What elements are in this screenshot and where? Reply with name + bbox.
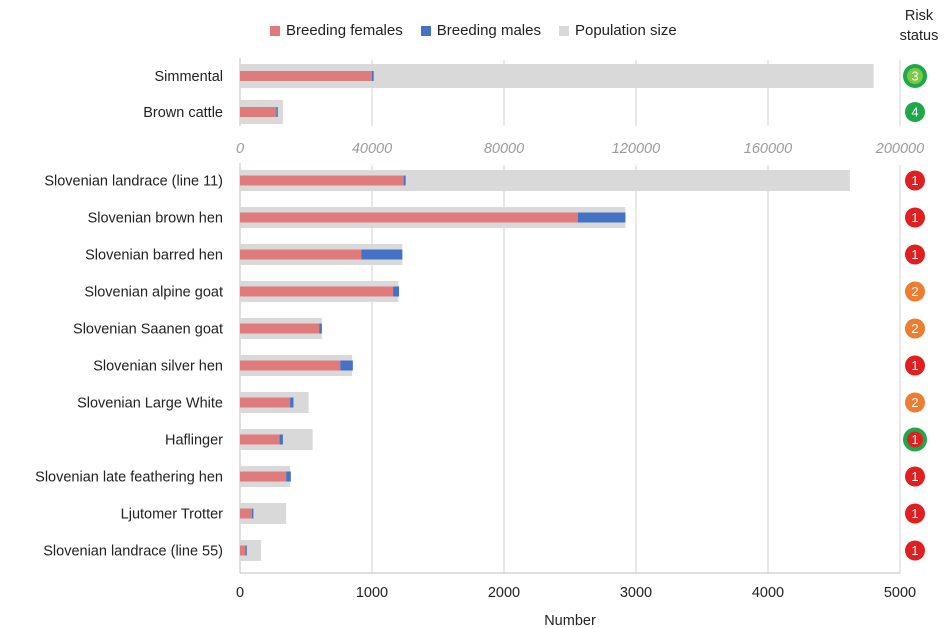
x-tick-label: 0 [236, 585, 244, 601]
risk-badge-value: 1 [911, 432, 918, 447]
bar-breeding-females [240, 434, 280, 445]
risk-badge [905, 540, 925, 561]
bar-breeding-males [403, 175, 406, 186]
x-axis-title: Number [544, 613, 596, 628]
legend-swatch-population [558, 25, 569, 36]
category-label: Slovenian alpine goat [84, 285, 223, 301]
risk-status-header-line2: status [899, 28, 939, 44]
category-label: Slovenian Large White [77, 396, 223, 412]
category-label: Haflinger [165, 433, 223, 449]
category-label: Slovenian landrace (line 55) [43, 544, 223, 560]
risk-badge-value: 4 [911, 105, 918, 120]
legend-item-females: Breeding females [270, 22, 403, 39]
risk-badge [905, 503, 925, 524]
risk-badge-value: 1 [911, 173, 918, 188]
bar-breeding-males [245, 545, 247, 556]
legend-label-population: Population size [574, 22, 677, 39]
category-label: Ljutomer Trotter [121, 507, 224, 523]
legend-label-females: Breeding females [286, 22, 403, 39]
bar-breeding-males [276, 107, 278, 117]
x-tick-label: 40000 [352, 141, 392, 157]
category-label: Slovenian silver hen [93, 359, 223, 375]
x-tick-label: 160000 [744, 141, 792, 157]
risk-badge-value: 1 [911, 358, 918, 373]
x-tick-label: 80000 [484, 141, 524, 157]
risk-status-header-line1: Risk [904, 8, 934, 24]
risk-badge-value: 1 [911, 543, 918, 558]
legend-item-population: Population size [558, 22, 677, 39]
chart-legend: Breeding females Breeding males Populati… [270, 22, 677, 39]
bar-breeding-females [240, 212, 578, 223]
bar-breeding-males [393, 286, 400, 297]
bar-breeding-males [577, 212, 626, 223]
risk-badge [905, 355, 925, 376]
risk-status-header: Risk status [894, 6, 944, 46]
category-label: Slovenian barred hen [85, 248, 223, 264]
risk-badge [905, 207, 925, 228]
risk-badge [905, 281, 925, 302]
category-label: Simmental [155, 69, 224, 85]
risk-badge-value: 1 [911, 210, 918, 225]
x-tick-label: 4000 [752, 585, 784, 601]
risk-badge-value: 1 [911, 469, 918, 484]
x-tick-label: 1000 [356, 585, 388, 601]
risk-badge [905, 392, 925, 413]
x-tick-label: 3000 [620, 585, 652, 601]
legend-swatch-females [270, 25, 280, 36]
risk-badge-value: 3 [911, 69, 918, 84]
risk-badge-inner [907, 68, 923, 84]
bar-breeding-males [279, 434, 283, 445]
bar-breeding-males [319, 323, 322, 334]
risk-badge [905, 318, 925, 339]
risk-badge-value: 1 [911, 247, 918, 262]
category-label: Slovenian Saanen goat [73, 322, 223, 338]
x-tick-label: 2000 [488, 585, 520, 601]
x-tick-label: 200000 [875, 141, 924, 157]
bar-breeding-males [372, 71, 374, 81]
bar-population [240, 503, 287, 524]
bar-breeding-females [240, 286, 394, 297]
risk-badge-value: 2 [911, 395, 918, 410]
bar-breeding-males [290, 397, 294, 408]
bar-breeding-males [286, 471, 291, 482]
risk-badge [907, 431, 923, 448]
bar-breeding-females [240, 508, 252, 519]
x-tick-label: 0 [236, 141, 244, 157]
risk-badge [905, 170, 925, 191]
risk-badge [905, 244, 925, 265]
bar-breeding-females [240, 360, 341, 371]
risk-badge-value: 2 [911, 321, 918, 336]
legend-swatch-males [420, 25, 431, 36]
risk-badge-value: 2 [911, 284, 918, 299]
bar-population [240, 540, 262, 561]
bar-breeding-females [240, 471, 287, 482]
bar-breeding-males [340, 360, 353, 371]
legend-item-males: Breeding males [420, 22, 541, 39]
bar-breeding-males [251, 508, 254, 519]
bar-breeding-females [240, 323, 320, 334]
category-label: Slovenian late feathering hen [35, 470, 223, 486]
risk-badge [905, 466, 925, 487]
category-label: Slovenian brown hen [88, 211, 223, 227]
x-tick-label: 120000 [612, 141, 660, 157]
risk-badge-value: 1 [911, 506, 918, 521]
bar-breeding-females [240, 545, 246, 556]
x-tick-label: 5000 [884, 585, 916, 601]
bar-population [240, 170, 850, 191]
bar-breeding-females [240, 175, 404, 186]
bar-breeding-females [240, 397, 291, 408]
risk-badge [905, 102, 925, 122]
category-label: Slovenian landrace (line 11) [44, 174, 223, 190]
bar-breeding-females [240, 249, 362, 260]
bar-breeding-females [240, 71, 372, 81]
bar-breeding-females [240, 107, 277, 117]
category-label: Brown cattle [143, 105, 223, 121]
bar-breeding-males [361, 249, 403, 260]
legend-label-males: Breeding males [436, 22, 541, 39]
